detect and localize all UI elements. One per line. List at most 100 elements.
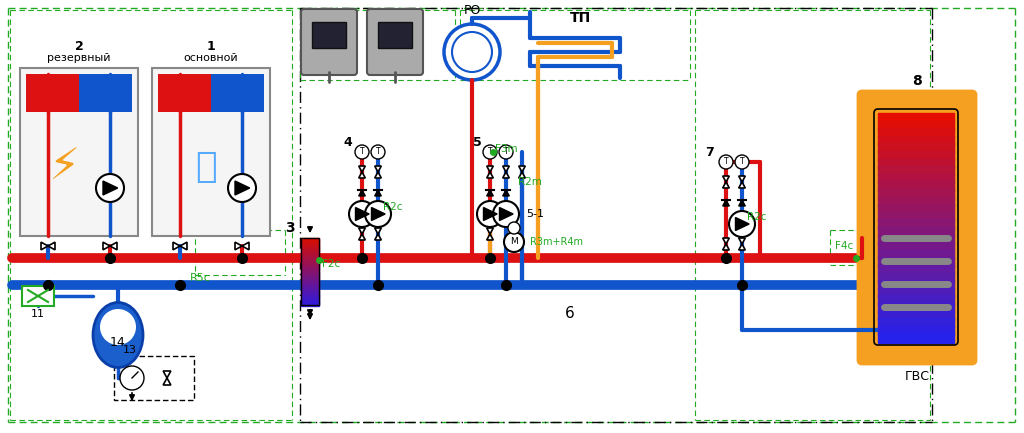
Circle shape [508,222,520,234]
Bar [301,287,319,291]
Bar [878,273,954,282]
Polygon shape [738,182,745,188]
Polygon shape [486,166,494,172]
Polygon shape [723,182,729,188]
Bar [301,262,319,266]
Text: ⚡: ⚡ [48,145,80,188]
Text: R5c: R5c [189,273,211,283]
Text: 3: 3 [286,221,295,235]
Polygon shape [486,190,494,196]
Text: R3m+R4m: R3m+R4m [530,237,583,247]
Text: 1: 1 [207,39,215,52]
Polygon shape [163,371,171,378]
Text: T: T [487,148,493,156]
Bar [301,276,319,279]
Bar [301,285,319,288]
Text: 5: 5 [473,136,482,149]
Bar [301,281,319,284]
Bar [152,68,270,236]
Text: 14: 14 [111,336,126,349]
Circle shape [228,174,256,202]
Bar [301,238,319,241]
Polygon shape [110,242,117,250]
Polygon shape [48,242,55,250]
Bar [301,289,319,293]
Bar [878,227,954,236]
Text: 13: 13 [123,345,137,355]
Polygon shape [519,166,525,172]
Circle shape [365,201,391,227]
Polygon shape [173,242,180,250]
Text: 💧: 💧 [196,150,217,184]
Circle shape [504,232,524,252]
Bar [301,256,319,259]
Bar [301,260,319,264]
Bar [878,143,954,152]
Text: T: T [504,148,508,156]
Circle shape [483,145,497,159]
Polygon shape [738,200,745,206]
Polygon shape [486,234,494,240]
Text: T: T [376,148,380,156]
Bar [114,356,194,400]
Text: 11: 11 [31,309,45,319]
Polygon shape [89,74,132,112]
Bar [301,274,319,277]
Bar [301,291,319,295]
Bar [301,247,319,250]
Bar [878,174,954,183]
Bar [301,294,319,297]
Bar [301,296,319,299]
Bar [878,310,954,320]
Bar [301,245,319,248]
Bar [301,254,319,257]
Bar [878,257,954,266]
Text: 2: 2 [75,39,83,52]
Polygon shape [503,172,509,178]
Polygon shape [519,172,525,178]
Polygon shape [723,238,729,244]
FancyBboxPatch shape [858,91,976,364]
Polygon shape [358,190,366,196]
Text: M: M [510,237,518,246]
Polygon shape [738,238,745,244]
Bar [878,265,954,274]
Bar [301,267,319,270]
Bar [378,22,412,48]
Bar [301,278,319,281]
Bar [878,189,954,198]
Polygon shape [242,242,249,250]
Polygon shape [375,166,381,172]
Bar [878,197,954,206]
Polygon shape [358,172,366,178]
Text: T: T [739,158,744,167]
Bar [301,283,319,286]
Polygon shape [738,244,745,250]
Bar [878,121,954,130]
Circle shape [349,201,375,227]
Bar [301,238,319,305]
Polygon shape [723,176,729,182]
Polygon shape [375,234,381,240]
Text: резервный: резервный [47,53,111,63]
Polygon shape [79,74,99,112]
Bar [301,265,319,268]
Bar [301,269,319,272]
Circle shape [371,145,385,159]
Polygon shape [486,228,494,234]
Circle shape [499,145,513,159]
Circle shape [735,155,749,169]
Bar [878,113,954,122]
Text: основной: основной [183,53,239,63]
Circle shape [96,174,124,202]
Polygon shape [234,181,250,195]
Circle shape [493,201,519,227]
Bar [878,235,954,244]
Polygon shape [26,74,89,112]
Polygon shape [372,207,385,220]
Ellipse shape [93,303,143,368]
Polygon shape [483,207,497,220]
Bar [878,136,954,145]
Bar [878,326,954,335]
Circle shape [120,366,144,390]
